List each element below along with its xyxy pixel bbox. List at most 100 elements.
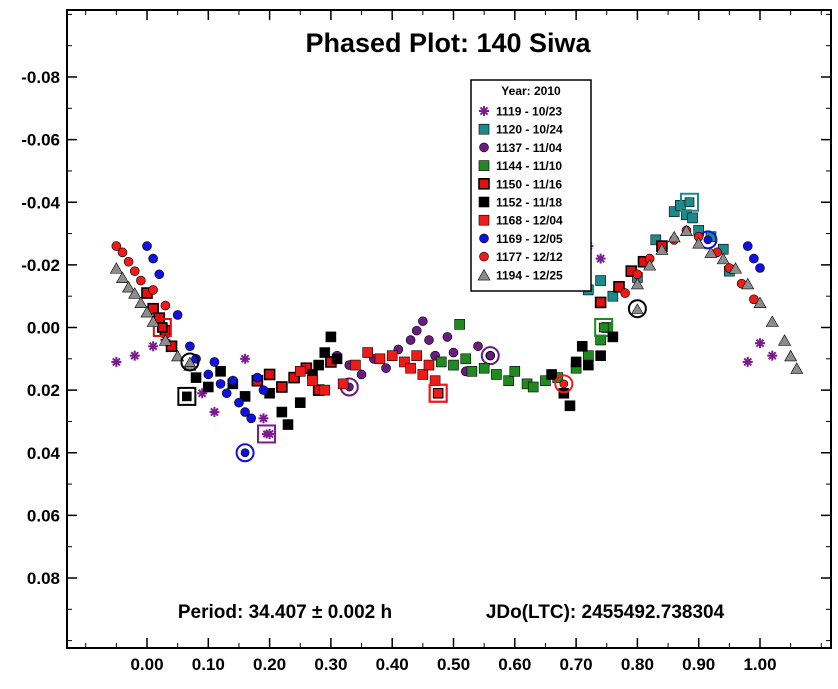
data-point — [473, 341, 483, 352]
legend-label: 1152 - 11/18 — [496, 196, 562, 210]
highlighted-point — [235, 443, 255, 463]
data-point — [667, 230, 681, 243]
data-point — [742, 356, 753, 367]
series-10 — [109, 224, 804, 374]
data-point — [337, 378, 349, 390]
legend-label: 1150 - 11/16 — [496, 177, 562, 191]
highlighted-point-marker — [183, 356, 196, 367]
data-point — [668, 206, 680, 217]
y-tick-label: 0.04 — [27, 444, 61, 463]
data-point — [540, 375, 551, 387]
highlight-ring — [257, 424, 277, 444]
data-point — [111, 241, 122, 251]
data-point — [165, 340, 178, 353]
data-point — [134, 296, 148, 309]
data-point — [564, 400, 576, 412]
data-point — [190, 372, 202, 383]
data-point — [386, 350, 398, 361]
highlight-ring — [594, 318, 614, 337]
axes: 0.00 0.10 0.20 0.30 0.40 0.50 0.60 0.70 0.80 0.90… — [21, 10, 831, 674]
data-point — [234, 397, 244, 408]
legend-entry: 1177 - 12/12 — [479, 250, 563, 264]
highlighted-point-marker — [684, 197, 695, 208]
x-tick-label: 0.30 — [314, 655, 347, 674]
series-8 — [142, 230, 765, 463]
data-point — [607, 290, 619, 302]
data-point — [765, 315, 779, 327]
data-point — [185, 341, 195, 352]
data-point — [209, 407, 220, 418]
data-point — [313, 359, 324, 371]
data-point — [362, 347, 373, 358]
y-tick-label: -0.08 — [21, 68, 60, 87]
legend-entry: 1120 - 10/24 — [478, 123, 563, 137]
x-tick-label: 0.60 — [498, 655, 531, 674]
highlight-ring — [428, 383, 448, 403]
data-point — [294, 397, 306, 408]
data-point — [454, 319, 465, 330]
y-tick-label: -0.06 — [21, 131, 60, 150]
data-point — [418, 316, 428, 327]
x-tick-label: 0.10 — [192, 655, 225, 674]
legend-marker — [477, 268, 491, 281]
highlighted-point — [152, 318, 172, 337]
data-point — [424, 335, 434, 345]
data-point — [129, 350, 140, 361]
highlight-ring — [554, 374, 574, 394]
data-point — [595, 275, 606, 286]
series-4 — [435, 318, 614, 393]
data-point — [491, 369, 502, 380]
x-tick-label: 0.70 — [560, 655, 593, 674]
data-point — [784, 349, 798, 362]
data-point — [704, 246, 718, 258]
data-point — [209, 357, 220, 367]
series-1 — [111, 241, 778, 444]
highlighted-point-marker — [240, 448, 250, 458]
data-point — [749, 294, 759, 305]
data-point — [148, 285, 158, 295]
data-point — [171, 349, 185, 362]
data-point — [319, 347, 331, 358]
y-tick-label: -0.02 — [21, 256, 60, 275]
highlighted-point-marker — [157, 322, 168, 333]
legend-label: 1169 - 12/05 — [496, 232, 563, 246]
data-point — [129, 266, 140, 276]
legend-label: 1168 - 12/04 — [496, 214, 563, 228]
legend-marker — [479, 233, 489, 244]
data-point — [307, 375, 318, 387]
data-point — [692, 237, 706, 249]
data-point — [405, 335, 416, 345]
data-point — [650, 234, 662, 246]
legend-entry: 1150 - 11/16 — [478, 177, 562, 191]
highlight-ring — [180, 352, 200, 372]
x-tick-label: 0.80 — [621, 655, 654, 674]
x-tick-label: 0.40 — [376, 655, 409, 674]
legend-title: Year: 2010 — [501, 84, 561, 98]
x-tick-label: 0.00 — [130, 655, 163, 674]
data-point — [503, 375, 514, 387]
legend-entry: 1137 - 11/04 — [479, 141, 562, 155]
data-point — [221, 388, 232, 399]
data-point — [258, 385, 269, 395]
highlighted-point-marker — [433, 388, 443, 399]
data-point — [755, 263, 765, 273]
series-7 — [294, 347, 448, 403]
data-point — [172, 310, 183, 320]
data-point — [148, 341, 159, 352]
legend-label: 1144 - 11/10 — [496, 159, 562, 173]
legend-label: 1119 - 10/23 — [496, 105, 562, 119]
highlighted-point — [177, 386, 197, 406]
highlighted-point — [180, 352, 200, 372]
data-point — [753, 296, 767, 309]
data-point — [583, 350, 594, 361]
data-point — [282, 419, 294, 430]
data-point — [350, 359, 361, 371]
highlight-ring — [235, 443, 255, 463]
data-point — [767, 350, 778, 361]
data-point — [527, 381, 539, 393]
highlighted-point — [480, 346, 500, 366]
data-point — [399, 356, 410, 368]
data-point — [140, 305, 154, 318]
data-point — [595, 350, 606, 361]
